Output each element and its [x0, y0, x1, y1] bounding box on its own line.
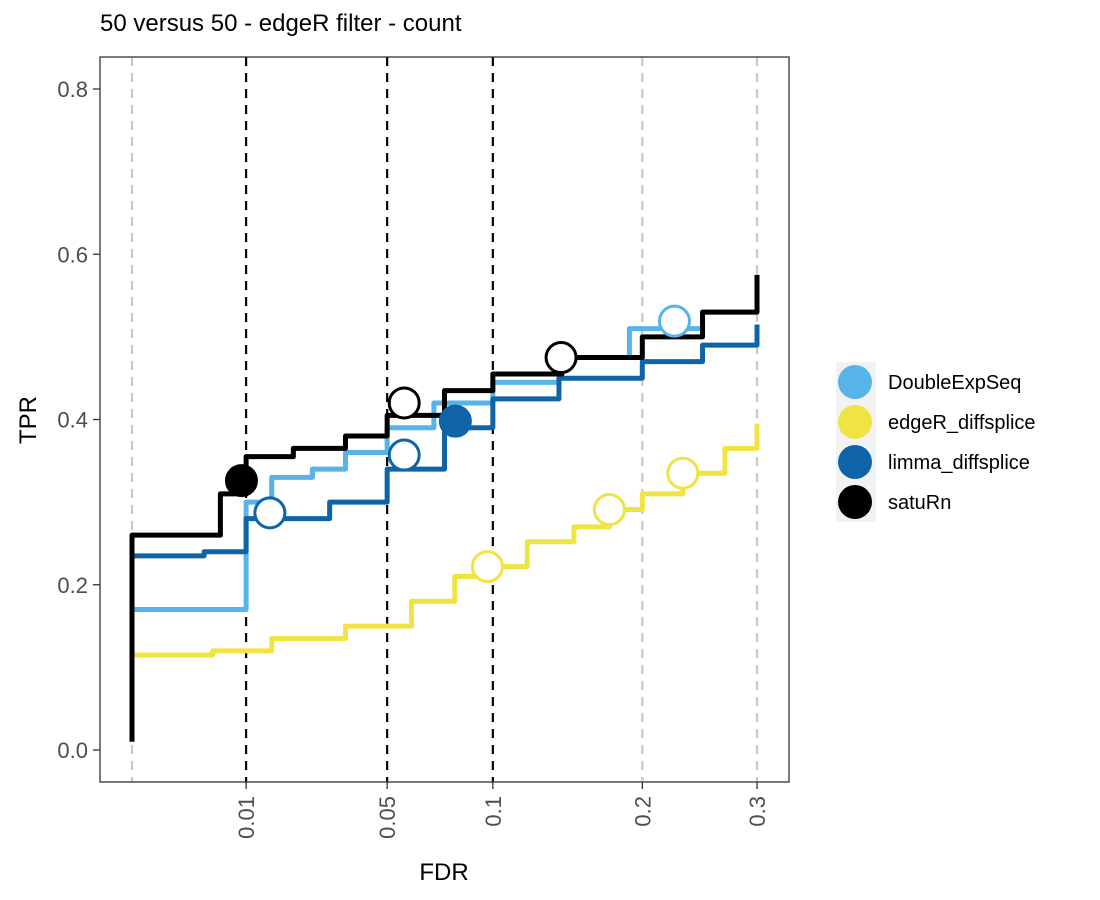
legend-key-edgeR_diffsplice [838, 405, 872, 439]
legend-key-DoubleExpSeq [838, 365, 872, 399]
threshold-point-satuRn-2 [544, 341, 578, 375]
threshold-point-limma_diffsplice-1 [387, 438, 421, 472]
legend-label-DoubleExpSeq: DoubleExpSeq [888, 372, 1021, 394]
chart-title: 50 versus 50 - edgeR filter - count [100, 10, 462, 37]
legend-key-satuRn [838, 485, 872, 519]
series-line-satuRn [129, 274, 760, 742]
threshold-point-edgeR_diffsplice-1 [592, 493, 626, 527]
series-threshold-points [224, 304, 700, 584]
y-tick-label-0: 0.0 [57, 738, 88, 763]
threshold-point-limma_diffsplice-2 [438, 404, 472, 438]
y-axis: 0.0 0.2 0.4 0.6 0.8 [57, 77, 100, 763]
x-tick-label-2: 0.1 [481, 796, 506, 827]
x-axis-title: FDR [419, 859, 468, 886]
threshold-point-limma_diffsplice-0 [253, 496, 287, 530]
legend-label-edgeR_diffsplice: edgeR_diffsplice [888, 412, 1036, 434]
legend: DoubleExpSeq edgeR_diffsplice limma_diffsp… [836, 362, 1036, 522]
threshold-point-DoubleExpSeq-0 [657, 304, 691, 338]
x-tick-label-3: 0.2 [630, 796, 655, 827]
threshold-point-satuRn-1 [387, 386, 421, 420]
series-line-limma_diffsplice [132, 324, 760, 559]
threshold-point-satuRn-0 [224, 464, 258, 498]
threshold-lines [130, 57, 759, 782]
series-lines [129, 274, 760, 742]
y-axis-title: TPR [15, 396, 42, 444]
x-axis: 0.01 0.05 0.1 0.2 0.3 [234, 782, 770, 839]
legend-label-limma_diffsplice: limma_diffsplice [888, 452, 1030, 474]
x-tick-label-0: 0.01 [234, 796, 259, 839]
y-tick-label-4: 0.8 [57, 77, 88, 102]
y-tick-label-2: 0.4 [57, 408, 88, 433]
x-tick-label-4: 0.3 [745, 796, 770, 827]
legend-label-satuRn: satuRn [888, 492, 951, 514]
x-tick-label-1: 0.05 [375, 796, 400, 839]
y-tick-label-1: 0.2 [57, 573, 88, 598]
series-line-DoubleExpSeq [132, 287, 760, 613]
y-tick-label-3: 0.6 [57, 242, 88, 267]
threshold-point-edgeR_diffsplice-2 [666, 456, 700, 490]
threshold-point-edgeR_diffsplice-0 [470, 550, 504, 584]
legend-key-limma_diffsplice [838, 445, 872, 479]
